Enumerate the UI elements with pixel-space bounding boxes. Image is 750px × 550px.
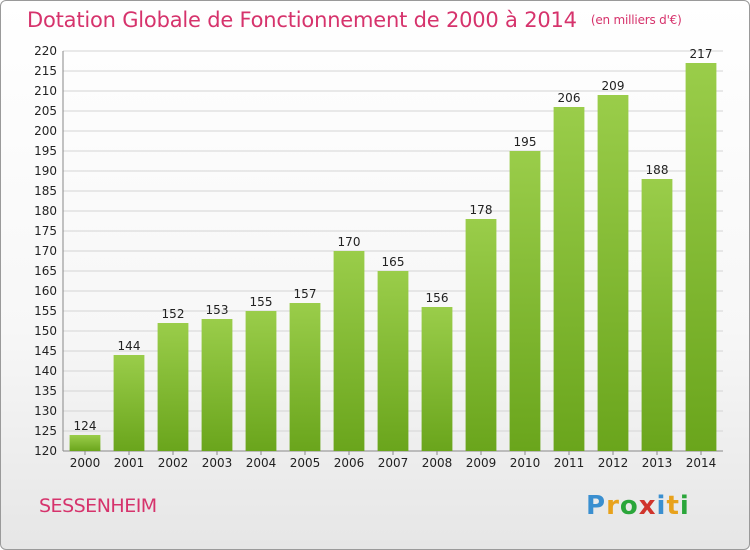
x-tick-label: 2004 [246, 456, 277, 470]
bar-value-label: 156 [426, 291, 449, 305]
x-tick-label: 2011 [554, 456, 585, 470]
bar-value-label: 195 [514, 135, 537, 149]
proxiti-logo: Proxiti [586, 491, 690, 521]
chart-subtitle: (en milliers d'€) [590, 13, 682, 27]
bar-2003 [201, 319, 233, 451]
commune-name: SESSENHEIM [39, 495, 157, 517]
bar-2013 [641, 179, 673, 451]
bar-2014 [685, 63, 717, 451]
x-tick-label: 2010 [510, 456, 541, 470]
bar-2005 [289, 303, 321, 451]
bar-value-label: 165 [382, 255, 405, 269]
x-tick-label: 2006 [334, 456, 365, 470]
bar-2009 [465, 219, 497, 451]
bar-value-label: 155 [250, 295, 273, 309]
x-tick-label: 2014 [686, 456, 717, 470]
logo-letter: r [606, 491, 620, 521]
bar-value-label: 153 [206, 303, 229, 317]
y-tick-label: 210 [34, 84, 57, 98]
y-tick-label: 215 [34, 64, 57, 78]
bar-value-label: 209 [602, 79, 625, 93]
y-tick-label: 195 [34, 144, 57, 158]
y-tick-label: 130 [34, 404, 57, 418]
y-tick-label: 200 [34, 124, 57, 138]
y-tick-label: 155 [34, 304, 57, 318]
bar-value-label: 178 [470, 203, 493, 217]
x-tick-label: 2003 [202, 456, 233, 470]
y-tick-label: 220 [34, 44, 57, 58]
bar-2002 [157, 323, 189, 451]
y-tick-label: 120 [34, 444, 57, 458]
x-tick-label: 2012 [598, 456, 629, 470]
y-tick-label: 180 [34, 204, 57, 218]
logo-letter: i [656, 491, 667, 521]
x-tick-label: 2013 [642, 456, 673, 470]
y-tick-label: 190 [34, 164, 57, 178]
bar-value-label: 152 [162, 307, 185, 321]
y-tick-label: 145 [34, 344, 57, 358]
x-tick-label: 2008 [422, 456, 453, 470]
chart-title-text: Dotation Globale de Fonctionnement de 20… [27, 8, 577, 32]
y-tick-label: 140 [34, 364, 57, 378]
logo-letter: P [586, 491, 607, 521]
y-tick-label: 165 [34, 264, 57, 278]
bar-value-label: 170 [338, 235, 361, 249]
bar-value-label: 206 [558, 91, 581, 105]
bar-value-label: 157 [294, 287, 317, 301]
y-tick-label: 135 [34, 384, 57, 398]
y-tick-label: 125 [34, 424, 57, 438]
x-tick-label: 2002 [158, 456, 189, 470]
logo-letter: x [638, 491, 657, 521]
y-tick-label: 160 [34, 284, 57, 298]
y-tick-label: 205 [34, 104, 57, 118]
bar-2008 [421, 307, 453, 451]
bar-2011 [553, 107, 585, 451]
bar-2007 [377, 271, 409, 451]
y-tick-label: 185 [34, 184, 57, 198]
chart-title: Dotation Globale de Fonctionnement de 20… [27, 8, 682, 32]
x-tick-label: 2005 [290, 456, 321, 470]
bar-2001 [113, 355, 145, 451]
x-tick-label: 2001 [114, 456, 145, 470]
bar-2004 [245, 311, 277, 451]
bar-2012 [597, 95, 629, 451]
y-tick-label: 150 [34, 324, 57, 338]
y-tick-label: 170 [34, 244, 57, 258]
bar-value-label: 217 [690, 47, 713, 61]
logo-letter: t [666, 491, 680, 521]
bar-2010 [509, 151, 541, 451]
y-tick-label: 175 [34, 224, 57, 238]
bar-value-label: 124 [74, 419, 97, 433]
bar-value-label: 144 [118, 339, 141, 353]
logo-letter: i [679, 491, 690, 521]
logo-letter: o [619, 491, 639, 521]
x-tick-label: 2007 [378, 456, 409, 470]
x-tick-label: 2009 [466, 456, 497, 470]
bar-2000 [69, 435, 101, 451]
bar-2006 [333, 251, 365, 451]
x-tick-label: 2000 [70, 456, 101, 470]
bar-value-label: 188 [646, 163, 669, 177]
